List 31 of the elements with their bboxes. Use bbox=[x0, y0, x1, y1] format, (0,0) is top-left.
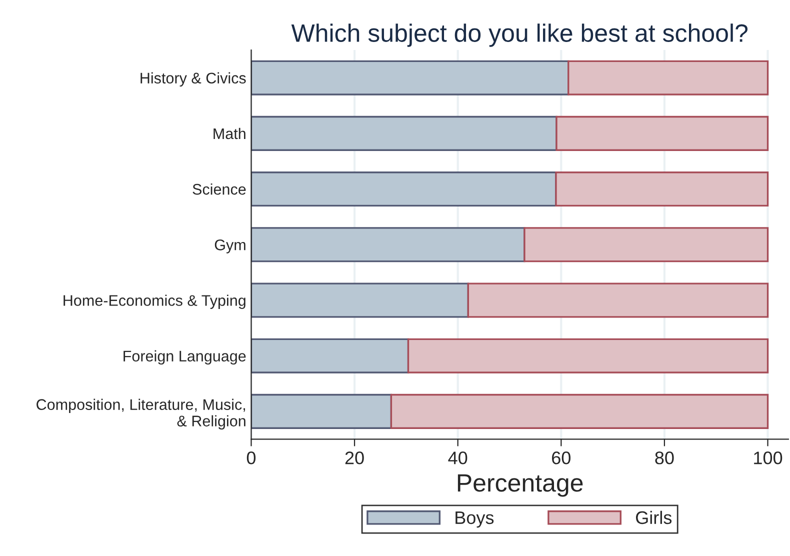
y-tick-label: Math bbox=[214, 128, 246, 140]
y-tick-label: Gym bbox=[214, 240, 246, 254]
bar bbox=[568, 60, 769, 96]
bar bbox=[251, 116, 558, 151]
x-axis-title: Percentage bbox=[458, 474, 583, 497]
bar bbox=[251, 172, 557, 207]
x-tick-label: 60 bbox=[552, 452, 570, 464]
bar bbox=[390, 394, 769, 429]
x-tick-label: 0 bbox=[246, 452, 256, 464]
chart-title: Which subject do you like best at school? bbox=[291, 24, 748, 47]
y-tick-label: Home-Economics & Typing bbox=[64, 294, 246, 309]
bar bbox=[555, 172, 769, 207]
x-tick-label: 40 bbox=[448, 452, 468, 464]
bar bbox=[251, 394, 392, 429]
bar bbox=[251, 282, 469, 318]
bar bbox=[467, 282, 769, 318]
y-tick-label: Composition, Literature, Music, & Religion bbox=[36, 398, 246, 430]
bar bbox=[407, 338, 769, 374]
x-tick-label: 80 bbox=[655, 452, 674, 464]
y-tick-label: History & Civics bbox=[140, 72, 246, 87]
legend-label: Girls bbox=[636, 510, 672, 524]
legend-label: Boys bbox=[456, 511, 494, 528]
bar bbox=[251, 338, 410, 374]
bar bbox=[251, 227, 526, 262]
bar bbox=[556, 116, 769, 151]
y-tick-label: Science bbox=[192, 184, 246, 195]
x-tick-label: 20 bbox=[345, 452, 364, 464]
bar bbox=[524, 227, 769, 262]
y-tick-label: Foreign Language bbox=[124, 350, 246, 365]
x-tick-label: 100 bbox=[754, 452, 782, 464]
bar bbox=[251, 60, 570, 96]
